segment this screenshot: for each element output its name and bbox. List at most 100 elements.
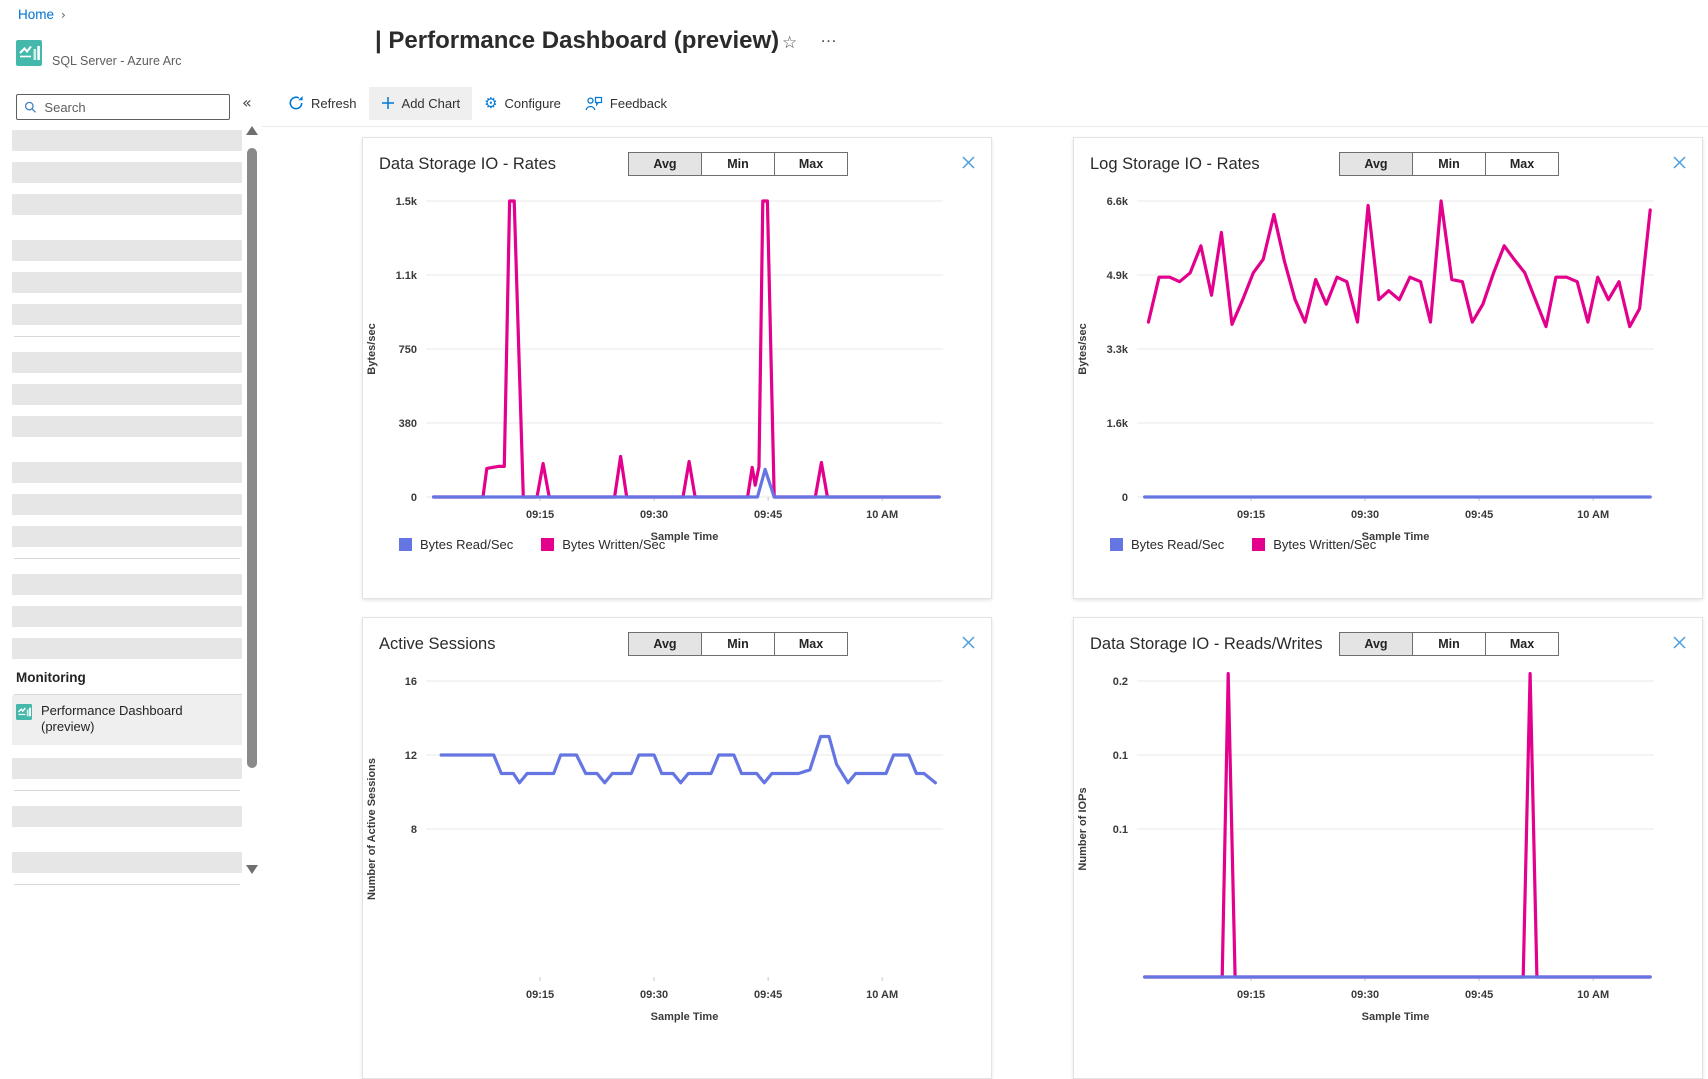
skeleton-divider (14, 558, 240, 559)
agg-avg-button[interactable]: Avg (628, 632, 702, 656)
chart-plot: 16 12 8 09:15 09:30 09:45 10 AM Sample Time Numb… (366, 676, 943, 1023)
svg-text:0.1: 0.1 (1113, 824, 1128, 836)
breadcrumb-home-link[interactable]: Home (18, 7, 55, 22)
refresh-button[interactable]: Refresh (276, 86, 369, 120)
svg-text:09:15: 09:15 (1237, 509, 1265, 521)
skeleton-item (12, 526, 242, 547)
skeleton-item (12, 606, 242, 627)
chart-card-header: Data Storage IO - Reads/Writes Avg Min Max (1074, 618, 1702, 657)
chart-plot: 6.6k 4.9k 3.3k 1.6k 0 09:15 09:30 09:45 10 AM Sam… (1077, 196, 1654, 543)
chart-card-header: Data Storage IO - Rates Avg Min Max (363, 138, 991, 177)
svg-text:Bytes/sec: Bytes/sec (1077, 323, 1089, 374)
close-icon (962, 636, 975, 649)
add-chart-button[interactable]: Add Chart (368, 86, 473, 120)
agg-min-button[interactable]: Min (701, 632, 775, 656)
sidebar-scrollbar (246, 126, 258, 874)
close-chart-button[interactable] (960, 634, 977, 654)
skeleton-item (12, 494, 242, 515)
chart-card-data-storage-io-rates: Data Storage IO - Rates Avg Min Max 1.5k 1.… (362, 137, 992, 599)
skeleton-gap (12, 448, 242, 462)
agg-min-button[interactable]: Min (701, 152, 775, 176)
svg-text:12: 12 (405, 750, 417, 762)
chart-card-header: Active Sessions Avg Min Max (363, 618, 991, 657)
agg-max-button[interactable]: Max (1485, 632, 1559, 656)
chart-plot-area: 6.6k 4.9k 3.3k 1.6k 0 09:15 09:30 09:45 10 AM Sam… (1074, 185, 1702, 545)
chart-plot-area: 1.5k 1.1k 750 380 0 09:15 09:30 09:45 10 AM Sampl… (363, 185, 991, 545)
agg-avg-button[interactable]: Avg (1339, 152, 1413, 176)
legend-item: Bytes Written/Sec (1252, 537, 1376, 552)
configure-button[interactable]: ⚙ Configure (472, 87, 573, 120)
agg-max-button[interactable]: Max (1485, 152, 1559, 176)
svg-text:Number of Active Sessions: Number of Active Sessions (366, 758, 378, 900)
feedback-button[interactable]: Feedback (573, 87, 679, 120)
svg-text:Number of IOPs: Number of IOPs (1077, 787, 1089, 870)
scroll-down-arrow-icon[interactable] (246, 865, 258, 874)
sidebar-loading-list (12, 130, 242, 659)
skeleton-item (12, 240, 242, 261)
sidebar-item-label: Performance Dashboard (preview) (41, 703, 183, 735)
agg-avg-button[interactable]: Avg (628, 152, 702, 176)
svg-text:Sample Time: Sample Time (651, 531, 719, 543)
more-options-icon[interactable]: … (814, 26, 844, 48)
skeleton-gap (12, 226, 242, 240)
sidebar-nav: Monitoring Performance Dashboard (previe… (12, 130, 242, 900)
close-chart-button[interactable] (1671, 634, 1688, 654)
skeleton-item (12, 194, 242, 215)
chart-plot-area: 0.2 0.1 0.1 09:15 09:30 09:45 10 AM Sample Time… (1074, 665, 1702, 1025)
series-line-blue (439, 734, 938, 785)
chart-plot: 1.5k 1.1k 750 380 0 09:15 09:30 09:45 10 AM Sampl… (366, 196, 943, 543)
close-chart-button[interactable] (960, 154, 977, 174)
chart-card-log-storage-io-rates: Log Storage IO - Rates Avg Min Max 6.6k 4.9… (1073, 137, 1703, 599)
aggregation-toggle: Avg Min Max (1339, 632, 1559, 656)
series-line-magenta (1142, 672, 1652, 979)
skeleton-item (12, 416, 242, 437)
skeleton-gap (12, 838, 242, 852)
chart-plot-area: 16 12 8 09:15 09:30 09:45 10 AM Sample Time Numb… (363, 665, 991, 1025)
legend-item: Bytes Written/Sec (541, 537, 665, 552)
plus-icon (381, 97, 394, 109)
collapse-menu-button[interactable]: « (236, 92, 258, 113)
search-input[interactable] (42, 98, 222, 116)
close-icon (1673, 636, 1686, 649)
sidebar-item-performance-dashboard[interactable]: Performance Dashboard (preview) (12, 695, 242, 745)
sidebar-search[interactable] (16, 94, 230, 120)
svg-text:0.2: 0.2 (1113, 676, 1128, 688)
svg-text:09:30: 09:30 (1351, 509, 1379, 521)
svg-text:6.6k: 6.6k (1107, 196, 1129, 208)
agg-min-button[interactable]: Min (1412, 632, 1486, 656)
sql-azure-arc-icon (16, 40, 42, 66)
legend-swatch (399, 538, 412, 551)
skeleton-divider (14, 336, 240, 337)
command-bar: Refresh Add Chart ⚙ Configure Feedback (276, 86, 679, 120)
agg-max-button[interactable]: Max (774, 152, 848, 176)
svg-text:Sample Time: Sample Time (1362, 531, 1430, 543)
skeleton-item (12, 352, 242, 373)
svg-text:0.1: 0.1 (1113, 750, 1128, 762)
skeleton-item (12, 638, 242, 659)
scroll-up-arrow-icon[interactable] (246, 126, 258, 135)
chart-legend: Bytes Read/Sec Bytes Written/Sec (399, 537, 991, 552)
legend-label: Bytes Read/Sec (1131, 537, 1225, 552)
svg-text:10 AM: 10 AM (1577, 989, 1609, 1001)
legend-item: Bytes Read/Sec (399, 537, 513, 552)
legend-label: Bytes Written/Sec (562, 537, 666, 552)
svg-text:09:45: 09:45 (1465, 989, 1493, 1001)
close-icon (1673, 156, 1686, 169)
breadcrumb-chevron-icon: › (61, 8, 66, 22)
favorite-star-icon[interactable]: ☆ (776, 32, 803, 54)
performance-dashboard-icon (16, 704, 32, 720)
agg-max-button[interactable]: Max (774, 632, 848, 656)
close-chart-button[interactable] (1671, 154, 1688, 174)
svg-text:Bytes/sec: Bytes/sec (366, 323, 378, 374)
legend-swatch (541, 538, 555, 551)
skeleton-item (12, 757, 242, 779)
agg-min-button[interactable]: Min (1412, 152, 1486, 176)
scrollbar-thumb[interactable] (247, 148, 257, 768)
skeleton-item (12, 462, 242, 483)
agg-avg-button[interactable]: Avg (1339, 632, 1413, 656)
chart-title: Data Storage IO - Rates (379, 154, 556, 173)
svg-text:4.9k: 4.9k (1107, 270, 1129, 282)
svg-text:1.1k: 1.1k (396, 270, 418, 282)
svg-text:09:30: 09:30 (640, 509, 668, 521)
svg-text:09:30: 09:30 (1351, 989, 1379, 1001)
